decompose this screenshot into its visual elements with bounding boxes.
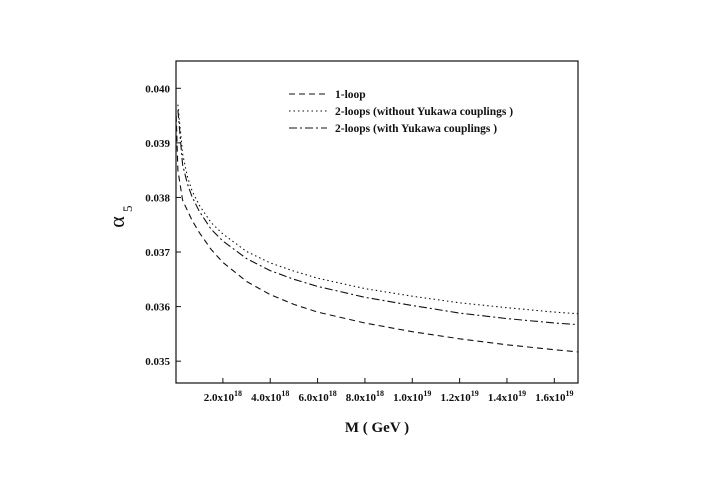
x-axis-title: M ( GeV ) xyxy=(345,420,409,436)
plot-frame xyxy=(175,60,579,384)
x-tick-mantissa: 1.6x10 xyxy=(535,392,566,404)
legend-label: 2-loops (with Yukawa couplings ) xyxy=(335,123,497,135)
x-tick-exponent: 18 xyxy=(329,389,337,398)
x-tick-mantissa: 8.0x10 xyxy=(346,392,377,404)
x-tick-exponent: 19 xyxy=(471,389,479,398)
x-tick-mantissa: 2.0x10 xyxy=(204,392,235,404)
series-layer xyxy=(175,104,579,353)
x-tick-label: 8.0x1018 xyxy=(346,389,384,404)
y-axis-title-subscript: 5 xyxy=(120,206,135,213)
x-tick-exponent: 18 xyxy=(234,389,242,398)
x-tick-label: 2.0x1018 xyxy=(204,389,242,404)
y-tick-label: 0.035 xyxy=(145,356,170,368)
x-tick-exponent: 18 xyxy=(281,389,289,398)
x-tick-exponent: 19 xyxy=(518,389,526,398)
x-tick-label: 4.0x1018 xyxy=(251,389,289,404)
x-tick-label: 1.0x1019 xyxy=(393,389,431,404)
x-tick-label: 1.2x1019 xyxy=(441,389,479,404)
legend-label: 1-loop xyxy=(335,89,366,101)
y-tick-label: 0.038 xyxy=(145,192,170,204)
x-tick-exponent: 19 xyxy=(423,389,431,398)
x-axis: 2.0x1018 4.0x1018 6.0x1018 8.0x1018 1.0x1019… xyxy=(204,378,573,404)
y-tick-label: 0.039 xyxy=(145,138,170,150)
series-line-1 xyxy=(175,115,579,353)
y-tick-label: 0.040 xyxy=(145,83,170,95)
legend: 1-loop 2-loops (without Yukawa couplings … xyxy=(289,89,513,135)
y-tick-label: 0.036 xyxy=(145,302,170,314)
x-tick-mantissa: 1.0x10 xyxy=(393,392,424,404)
y-axis-title: α 5 xyxy=(104,206,135,228)
x-tick-mantissa: 1.2x10 xyxy=(441,392,472,404)
y-axis: 0.035 0.036 0.037 0.038 0.039 0.040 xyxy=(145,83,181,368)
x-tick-label: 1.4x1019 xyxy=(488,389,526,404)
x-tick-exponent: 18 xyxy=(376,389,384,398)
x-tick-label: 6.0x1018 xyxy=(298,389,336,404)
legend-label: 2-loops (without Yukawa couplings ) xyxy=(335,106,513,118)
series-line-2 xyxy=(177,104,579,315)
x-tick-exponent: 19 xyxy=(565,389,573,398)
x-tick-mantissa: 1.4x10 xyxy=(488,392,519,404)
x-tick-mantissa: 6.0x10 xyxy=(298,392,329,404)
x-tick-label: 1.6x1019 xyxy=(535,389,573,404)
y-axis-title-symbol: α xyxy=(104,216,129,228)
y-tick-label: 0.037 xyxy=(145,247,170,259)
series-line-3 xyxy=(177,110,579,326)
x-tick-mantissa: 4.0x10 xyxy=(251,392,282,404)
